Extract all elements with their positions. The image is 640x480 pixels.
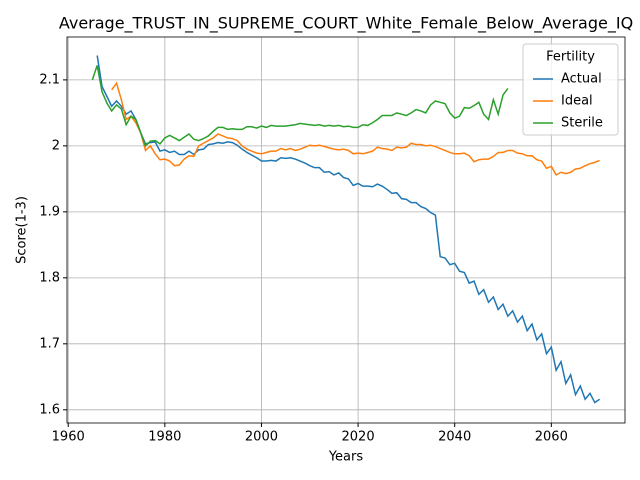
- y-tick-label: 1.7: [39, 336, 60, 351]
- y-axis-label: Score(1-3): [15, 196, 30, 264]
- plot-frame: [66, 36, 626, 424]
- x-tick-label: 2020: [342, 430, 375, 445]
- y-tick-label: 2.1: [39, 72, 60, 87]
- y-tick-label: 1.8: [39, 270, 60, 285]
- series-line: [111, 81, 600, 176]
- series-line: [96, 55, 601, 404]
- x-tick-label: 2000: [245, 430, 278, 445]
- y-tick-label: 2: [52, 138, 60, 153]
- legend-label: Actual: [561, 72, 602, 87]
- x-tick-label: 1960: [52, 430, 85, 445]
- legend-label: Sterile: [561, 116, 603, 131]
- legend-label: Ideal: [561, 94, 593, 109]
- legend-title: Fertility: [546, 50, 595, 65]
- legend: Fertility Actual Ideal Sterile: [522, 43, 619, 136]
- series-line: [91, 65, 509, 148]
- x-axis-label: Years: [328, 450, 364, 465]
- y-tick-label: 1.9: [39, 204, 60, 219]
- chart-title: Average_TRUST_IN_SUPREME_COURT_White_Fem…: [59, 14, 633, 34]
- x-tick-label: 2060: [535, 430, 568, 445]
- y-tick-label: 1.6: [39, 402, 60, 417]
- legend-box: [522, 43, 619, 136]
- x-tick-label: 2040: [438, 430, 471, 445]
- x-tick-label: 1980: [148, 430, 181, 445]
